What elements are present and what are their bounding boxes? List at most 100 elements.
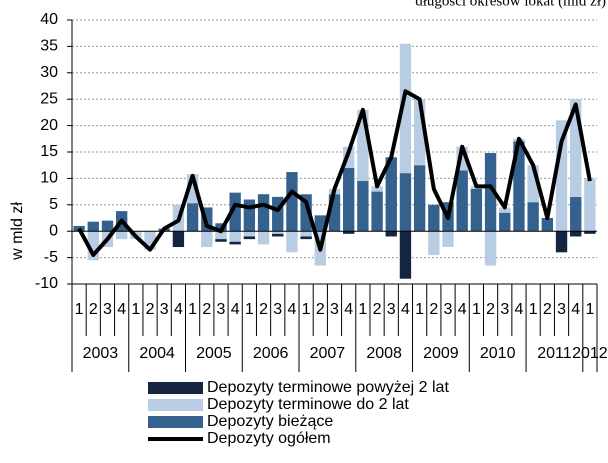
bar: [385, 231, 397, 237]
legend-swatch: [148, 382, 203, 394]
x-tick-label: 2: [373, 301, 382, 318]
x-tick-label: 1: [188, 301, 197, 318]
bar: [371, 191, 383, 232]
bar: [215, 239, 227, 242]
x-tick-label: 2: [543, 301, 552, 318]
bar: [499, 212, 511, 232]
bar: [385, 157, 397, 232]
x-tick-label: 2: [316, 301, 325, 318]
bar: [470, 188, 483, 232]
chart-title: długości okresów lokat (mld zł): [415, 0, 606, 9]
bar: [243, 231, 256, 237]
year-label: 2003: [83, 345, 119, 362]
y-axis-label: w mld zł: [9, 202, 26, 261]
bar: [272, 196, 284, 232]
y-tick-label: 0: [49, 222, 58, 239]
bar: [186, 203, 199, 232]
x-tick-label: 3: [500, 301, 509, 318]
year-label: 2008: [366, 345, 402, 362]
bar: [300, 236, 312, 240]
bar: [555, 120, 568, 232]
x-tick-label: 4: [344, 301, 353, 318]
y-tick-label: 40: [40, 11, 58, 28]
bar: [215, 231, 227, 240]
year-label: 2006: [253, 345, 289, 362]
x-tick-label: 1: [529, 301, 538, 318]
year-label: 2005: [196, 345, 232, 362]
bar: [484, 153, 497, 232]
x-tick-label: 3: [387, 301, 396, 318]
bar: [243, 236, 256, 240]
x-tick-label: 4: [515, 301, 524, 318]
x-tick-label: 3: [330, 301, 339, 318]
y-tick-label: -5: [44, 249, 58, 266]
bar: [357, 181, 369, 232]
x-tick-label: 4: [401, 301, 410, 318]
x-tick-label: 1: [415, 301, 424, 318]
x-tick-label: 3: [160, 301, 169, 318]
legend-label: Depozyty terminowe do 2 lat: [207, 396, 409, 413]
bar: [272, 233, 284, 237]
bar: [272, 231, 284, 234]
bar: [172, 231, 185, 248]
x-tick-label: 3: [217, 301, 226, 318]
legend-label: Depozyty terminowe powyżej 2 lat: [207, 379, 449, 396]
x-tick-label: 2: [89, 301, 98, 318]
bar: [229, 192, 241, 232]
bar: [144, 231, 156, 250]
x-tick-label: 1: [585, 301, 594, 318]
y-tick-label: 15: [40, 143, 58, 160]
x-tick-label: 4: [287, 301, 296, 318]
x-tick-label: 1: [472, 301, 481, 318]
total-line: [77, 89, 592, 257]
bar: [428, 231, 440, 255]
bar: [399, 173, 412, 232]
bar: [87, 231, 99, 261]
x-tick-label: 1: [75, 301, 84, 318]
legend-label: Depozyty ogółem: [207, 430, 331, 447]
x-tick-label: 3: [444, 301, 453, 318]
bar: [257, 231, 270, 245]
x-tick-label: 4: [231, 301, 240, 318]
bar: [115, 231, 128, 240]
bar: [456, 146, 468, 171]
bar: [101, 220, 114, 232]
bar: [257, 194, 270, 232]
legend-swatch: [148, 399, 203, 411]
y-tick-label: -10: [35, 275, 58, 292]
x-tick-label: 3: [557, 301, 566, 318]
legend-label: Depozyty bieżące: [207, 413, 333, 430]
bar: [186, 174, 199, 204]
bar: [541, 218, 554, 232]
x-tick-label: 4: [174, 301, 183, 318]
bar: [399, 43, 412, 174]
x-tick-label: 4: [458, 301, 467, 318]
bar: [201, 231, 213, 248]
legend-swatch: [148, 416, 203, 428]
y-tick-label: 30: [40, 64, 58, 81]
bar: [527, 202, 539, 232]
x-tick-label: 2: [486, 301, 495, 318]
bar: [343, 167, 355, 232]
bar: [413, 165, 426, 232]
bar: [328, 194, 341, 232]
year-label: 2011: [537, 345, 572, 362]
bar: [286, 231, 298, 253]
bar: [399, 231, 412, 279]
bar: [343, 231, 355, 234]
bar: [584, 178, 596, 232]
y-tick-label: 35: [40, 38, 58, 55]
bar: [584, 231, 596, 234]
bar: [527, 165, 539, 203]
bar: [300, 231, 312, 237]
year-label: 2007: [310, 345, 346, 362]
bar: [570, 231, 582, 237]
x-tick-label: 3: [273, 301, 282, 318]
x-tick-label: 2: [202, 301, 211, 318]
bar: [570, 99, 582, 197]
y-tick-label: 5: [49, 196, 58, 213]
x-tick-label: 2: [429, 301, 438, 318]
x-tick-label: 2: [146, 301, 155, 318]
bar: [442, 231, 454, 248]
